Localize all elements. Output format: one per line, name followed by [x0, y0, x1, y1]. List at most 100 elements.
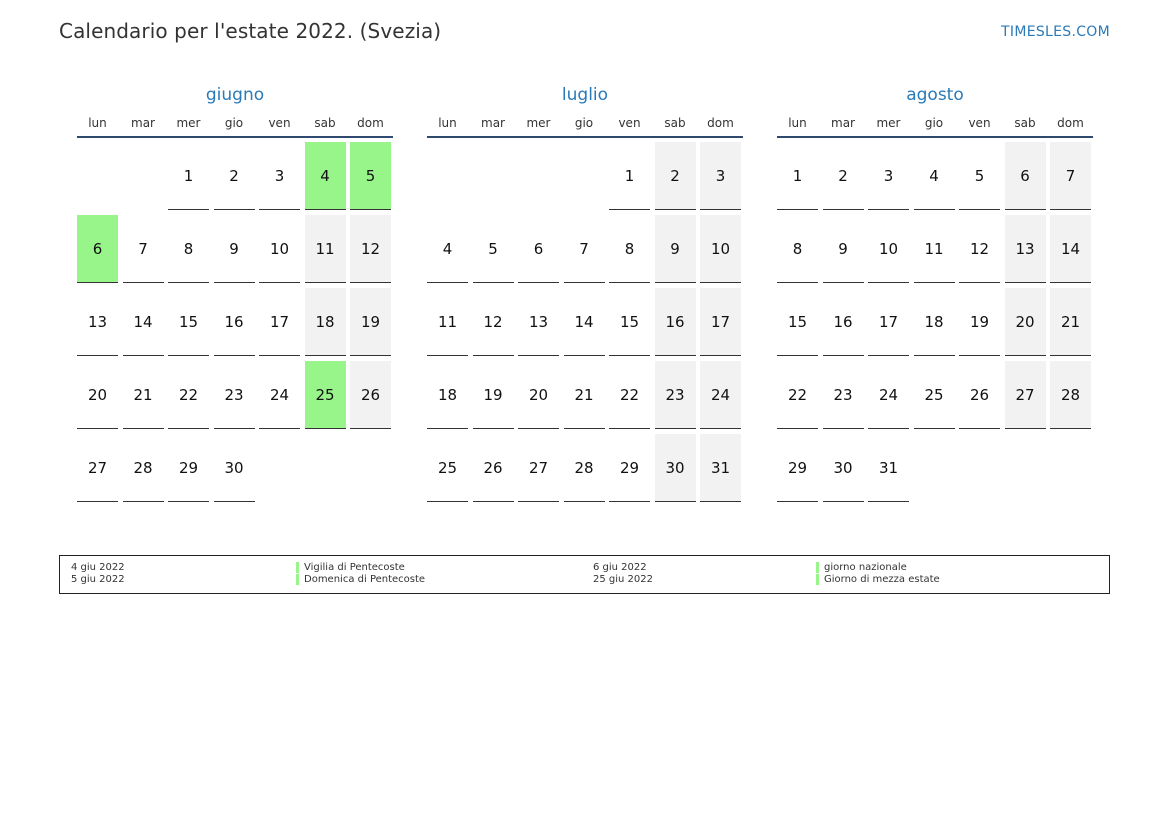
week-row: 8 9 10 11 12 13 14	[777, 215, 1093, 288]
weekday-label: dom	[1057, 116, 1084, 130]
weeks-grid: 1 2 3 4 5 6 7 8 9 10 11 12 13 14 15 16 17 18 19 20 21 22 23 24 2…	[77, 142, 393, 507]
day-cell: 30	[822, 434, 864, 502]
weekend-day-cell: 31	[700, 434, 741, 502]
day-cell: 24	[259, 361, 300, 429]
empty-day-cell	[473, 142, 514, 209]
day-cell: 23	[822, 361, 864, 429]
day-cell: 19	[472, 361, 514, 429]
weeks-grid: 1 2 3 4 5 6 7 8 9 10 11 12 13 14 15 16 17 18 19 20 21 22 23 24 2…	[427, 142, 743, 507]
week-row: 6 7 8 9 10 11 12	[77, 215, 393, 288]
day-cell: 17	[259, 288, 300, 356]
empty-day-cell	[518, 142, 559, 209]
legend-color-swatch	[816, 574, 819, 585]
day-cell: 10	[868, 215, 909, 283]
day-cell: 22	[777, 361, 818, 429]
day-cell: 24	[868, 361, 909, 429]
day-cell: 20	[518, 361, 559, 429]
day-cell: 25	[913, 361, 955, 429]
day-cell: 7	[563, 215, 605, 283]
weekday-label: ven	[968, 116, 991, 130]
weekday-label: gio	[224, 116, 244, 130]
week-row: 4 5 6 7 8 9 10	[427, 215, 743, 288]
day-cell: 10	[259, 215, 300, 283]
day-cell: 8	[609, 215, 650, 283]
week-row: 27 28 29 30	[77, 434, 393, 507]
day-cell: 5	[959, 142, 1000, 210]
day-cell: 26	[472, 434, 514, 502]
day-cell: 1	[168, 142, 209, 210]
weekday-label: mer	[876, 116, 901, 130]
legend-date: 25 giu 2022	[593, 574, 653, 585]
day-cell: 31	[868, 434, 909, 502]
weekend-day-cell: 3	[700, 142, 741, 210]
day-cell: 28	[563, 434, 605, 502]
weekend-day-cell: 28	[1050, 361, 1091, 429]
weekend-day-cell: 17	[700, 288, 741, 356]
legend-holiday-name: Giorno di mezza estate	[824, 574, 940, 585]
day-cell: 19	[959, 288, 1000, 356]
day-cell: 27	[518, 434, 559, 502]
day-cell: 9	[213, 215, 255, 283]
month-title: luglio	[561, 85, 609, 105]
empty-day-cell	[350, 434, 391, 501]
day-cell: 12	[959, 215, 1000, 283]
holiday-day-cell: 6	[77, 215, 118, 283]
weekend-day-cell: 24	[700, 361, 741, 429]
day-cell: 21	[122, 361, 164, 429]
day-cell: 16	[213, 288, 255, 356]
empty-day-cell	[123, 142, 164, 209]
empty-day-cell	[564, 142, 605, 209]
weekend-day-cell: 21	[1050, 288, 1091, 356]
weekday-label: dom	[707, 116, 734, 130]
weekday-label: sab	[664, 116, 686, 130]
site-brand-link[interactable]: TIMESLES.COM	[1001, 24, 1110, 40]
week-row: 18 19 20 21 22 23 24	[427, 361, 743, 434]
weekday-label: ven	[618, 116, 641, 130]
day-cell: 15	[168, 288, 209, 356]
day-cell: 4	[427, 215, 468, 283]
weekend-day-cell: 26	[350, 361, 391, 429]
day-cell: 27	[77, 434, 118, 502]
week-row: 22 23 24 25 26 27 28	[777, 361, 1093, 434]
day-cell: 25	[427, 434, 468, 502]
legend-color-swatch	[816, 562, 819, 573]
weekday-header-row: lun mar mer gio ven sab dom	[77, 114, 393, 138]
weekday-label: mar	[481, 116, 505, 130]
day-cell: 5	[472, 215, 514, 283]
day-cell: 2	[822, 142, 864, 210]
weekend-day-cell: 9	[654, 215, 696, 283]
weekday-label: dom	[357, 116, 384, 130]
day-cell: 20	[77, 361, 118, 429]
weekend-day-cell: 6	[1004, 142, 1046, 210]
legend-color-swatch	[296, 574, 299, 585]
weekend-day-cell: 14	[1050, 215, 1091, 283]
holiday-day-cell: 4	[304, 142, 346, 210]
weekend-day-cell: 13	[1004, 215, 1046, 283]
empty-day-cell	[1005, 434, 1046, 501]
day-cell: 23	[213, 361, 255, 429]
day-cell: 2	[213, 142, 255, 210]
day-cell: 14	[122, 288, 164, 356]
weekday-label: lun	[788, 116, 807, 130]
weekend-day-cell: 2	[654, 142, 696, 210]
day-cell: 9	[822, 215, 864, 283]
weekday-label: mer	[176, 116, 201, 130]
month-title: giugno	[205, 85, 265, 105]
month-title: agosto	[906, 85, 964, 105]
day-cell: 3	[259, 142, 300, 210]
day-cell: 29	[777, 434, 818, 502]
month-luglio: luglio lun mar mer gio ven sab dom 1 2 3 4 5 6 7 8 9 10 11…	[427, 83, 743, 507]
day-cell: 11	[427, 288, 468, 356]
week-row: 15 16 17 18 19 20 21	[777, 288, 1093, 361]
weekend-day-cell: 23	[654, 361, 696, 429]
day-cell: 14	[563, 288, 605, 356]
holiday-day-cell: 5	[350, 142, 391, 210]
weekday-label: mar	[831, 116, 855, 130]
empty-day-cell	[77, 142, 118, 209]
legend-date: 4 giu 2022	[71, 562, 125, 573]
day-cell: 17	[868, 288, 909, 356]
week-row: 20 21 22 23 24 25 26	[77, 361, 393, 434]
day-cell: 18	[427, 361, 468, 429]
